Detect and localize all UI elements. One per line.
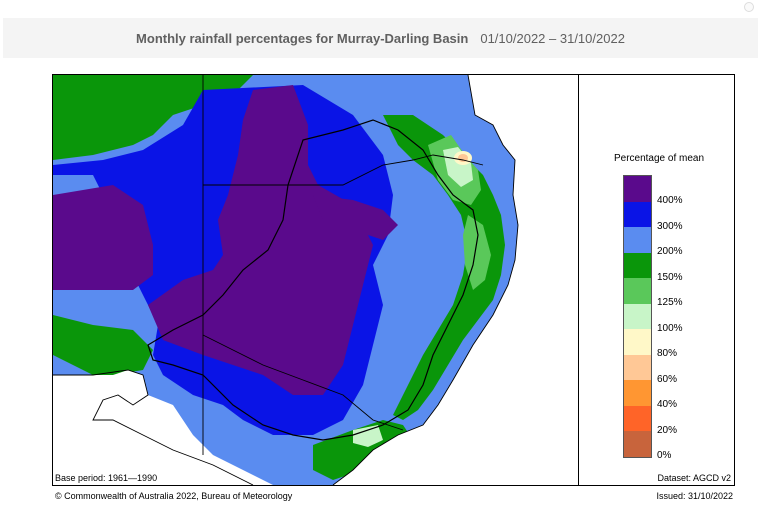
legend-swatch	[624, 431, 651, 457]
legend-label: 300%	[657, 220, 683, 232]
land-125-percent-coast	[463, 215, 491, 290]
state-border-nsw-vic	[202, 334, 404, 431]
legend-label: 200%	[657, 246, 683, 257]
map-title: Monthly rainfall percentages for Murray-…	[136, 30, 469, 46]
sea-area	[333, 75, 578, 485]
basin-boundary	[147, 119, 479, 441]
legend-label: 150%	[657, 271, 683, 283]
land-400-percent-west	[53, 185, 153, 290]
dataset-label: Dataset: AGCD v2	[657, 473, 731, 483]
state-border-qld-nsw	[203, 154, 484, 186]
legend-label: 20%	[657, 424, 678, 436]
legend-title: Percentage of mean	[613, 153, 705, 164]
legend-swatch	[624, 278, 651, 304]
legend-swatch	[624, 380, 651, 406]
sea-gulf	[53, 370, 148, 427]
legend-swatch	[624, 252, 651, 278]
base-period: Base period: 1961—1990	[55, 473, 158, 483]
land-150-percent-southeast	[313, 420, 413, 480]
legend-swatch	[624, 405, 651, 431]
corner-indicator	[744, 2, 754, 12]
legend-swatch	[624, 329, 651, 355]
map-frame: Percentage of mean 400% 300% 200% 150% 125% 1…	[52, 74, 735, 486]
legend-label: 0%	[657, 450, 672, 461]
issued-date: Issued: 31/10/2022	[656, 491, 733, 501]
sea-south	[53, 420, 253, 485]
coastline	[53, 75, 519, 485]
legend-swatch	[624, 201, 651, 227]
land-150-percent-south	[53, 315, 153, 375]
map-header: Monthly rainfall percentages for Murray-…	[3, 18, 758, 58]
legend-label: 100%	[657, 322, 683, 334]
rainfall-map	[53, 75, 578, 485]
legend-swatch	[624, 354, 651, 380]
land-100-percent-south	[353, 425, 383, 447]
land-400-percent-central	[148, 85, 373, 395]
legend-label: 60%	[657, 373, 678, 385]
legend-label: 80%	[657, 348, 678, 359]
legend-label: 400%	[657, 195, 683, 206]
legend-swatch	[624, 227, 651, 253]
copyright: © Commonwealth of Australia 2022, Bureau…	[55, 491, 293, 501]
legend-divider	[578, 75, 579, 485]
legend-color-bar	[623, 175, 652, 458]
legend-label: 40%	[657, 399, 678, 410]
map-date-range: 01/10/2022 – 31/10/2022	[480, 30, 625, 46]
legend-label: 125%	[657, 297, 683, 308]
legend-swatch	[624, 176, 651, 202]
land-400-percent-east	[313, 195, 398, 240]
legend-swatch	[624, 303, 651, 329]
